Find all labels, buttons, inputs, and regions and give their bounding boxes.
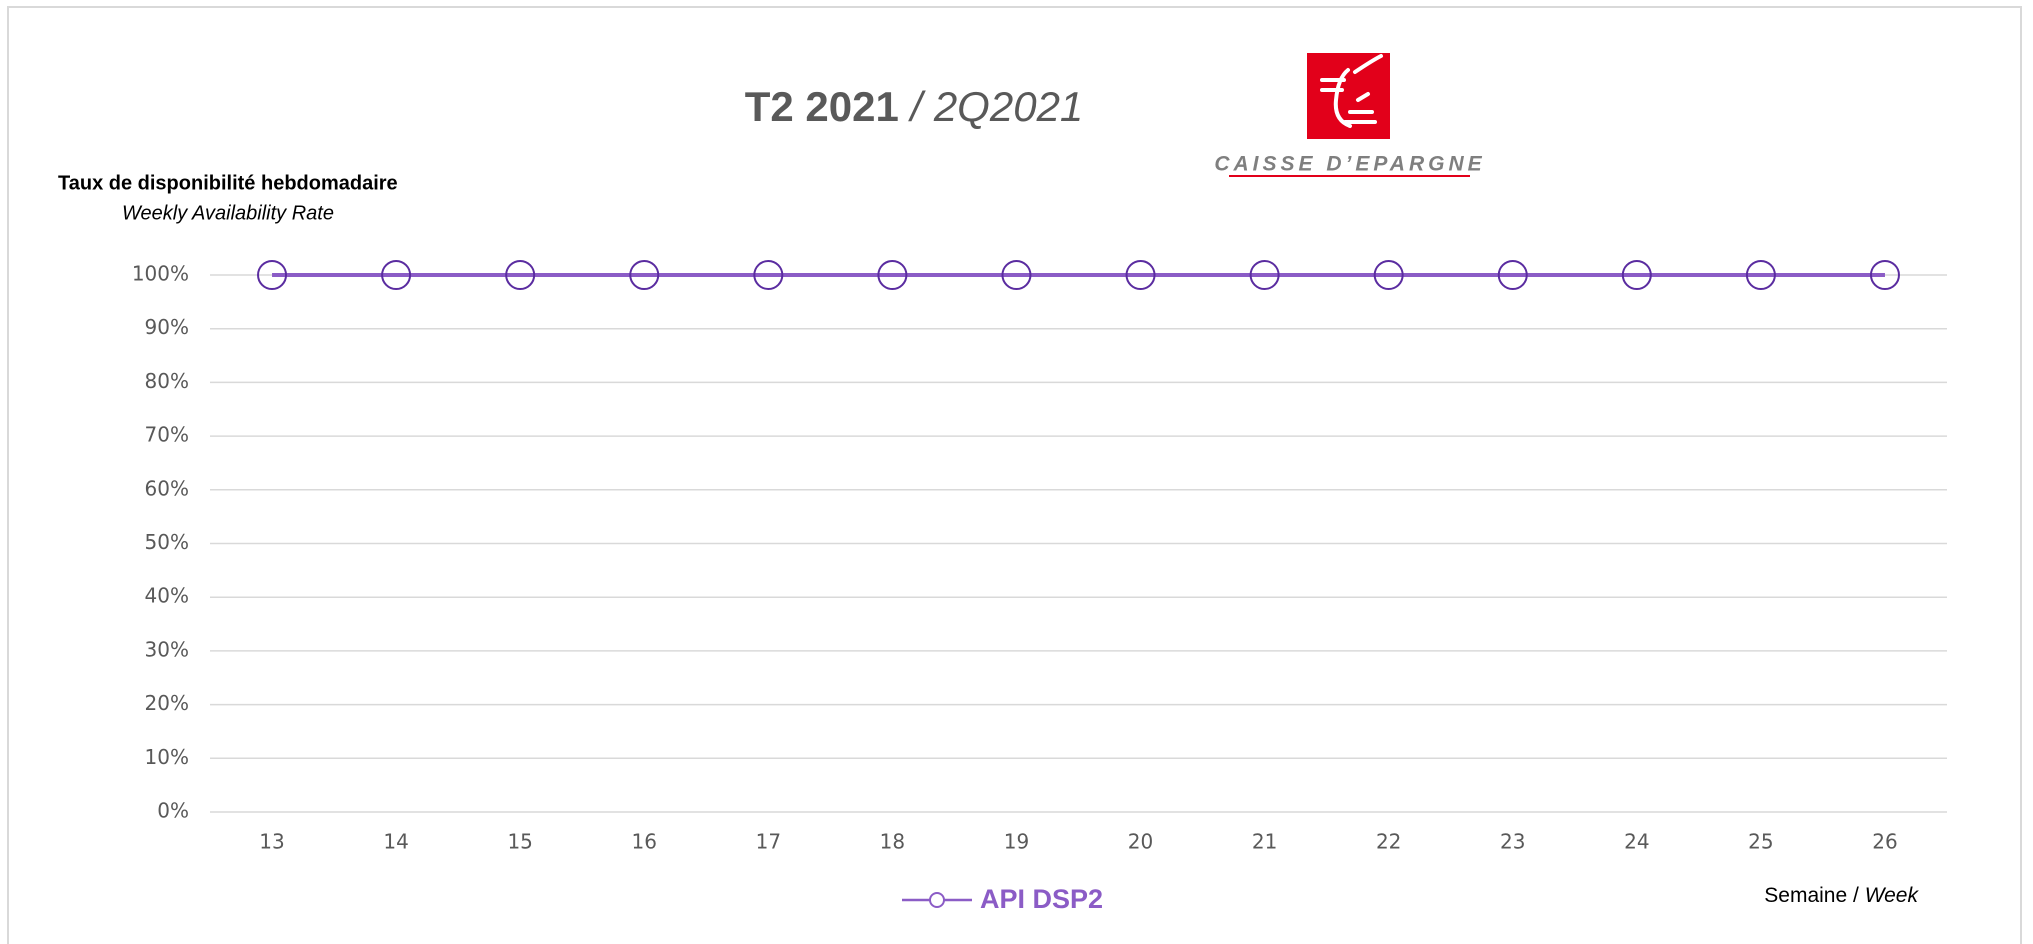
- x-tick-label: 16: [632, 830, 657, 854]
- y-tick-label: 10%: [145, 745, 189, 769]
- x-tick-label: 17: [756, 830, 781, 854]
- x-tick-label: 26: [1872, 830, 1897, 854]
- x-tick-label: 19: [1004, 830, 1029, 854]
- y-tick-label: 20%: [145, 691, 189, 715]
- point-marker: [629, 260, 660, 290]
- y-tick-label: 100%: [132, 262, 189, 286]
- legend-label: API DSP2: [980, 884, 1103, 914]
- x-tick-label: 24: [1624, 830, 1649, 854]
- title-en: / 2Q2021: [907, 83, 1083, 130]
- y-tick-label: 90%: [145, 315, 189, 339]
- y-tick-label: 30%: [145, 637, 189, 661]
- y-tick-label: 70%: [145, 423, 189, 447]
- y-tick-label: 50%: [145, 530, 189, 554]
- x-label-fr: Semaine /: [1764, 884, 1859, 907]
- y-axis-subtitle: Weekly Availability Rate: [122, 202, 334, 224]
- y-tick-label: 80%: [145, 369, 189, 393]
- x-tick-label: 21: [1252, 830, 1277, 854]
- legend-marker: [929, 892, 945, 908]
- x-axis-title: Semaine / Week: [1764, 884, 1919, 907]
- frame: [7, 6, 2022, 944]
- point-marker: [877, 260, 908, 290]
- x-tick-label: 18: [880, 830, 905, 854]
- x-tick-label: 20: [1128, 830, 1153, 854]
- point-marker: [1869, 260, 1900, 290]
- point-marker: [1001, 260, 1032, 290]
- point-marker: [753, 260, 784, 290]
- x-tick-label: 13: [259, 830, 284, 854]
- chart-title: T2 2021 / 2Q2021: [745, 83, 1084, 130]
- logo: CAISSE D’EPARGNE: [1214, 53, 1485, 177]
- y-tick-label: 60%: [145, 476, 189, 500]
- point-marker: [1745, 260, 1776, 290]
- x-tick-label: 23: [1500, 830, 1525, 854]
- y-tick-label: 0%: [157, 799, 189, 823]
- title-fr: T2 2021: [745, 83, 899, 130]
- point-marker: [1621, 260, 1652, 290]
- logo-text: CAISSE D’EPARGNE: [1214, 153, 1485, 176]
- point-marker: [1125, 260, 1156, 290]
- x-tick-label: 15: [507, 830, 532, 854]
- point-marker: [257, 260, 288, 290]
- logo-icon: [1320, 54, 1383, 128]
- x-label-en: Week: [1865, 884, 1920, 907]
- point-marker: [1373, 260, 1404, 290]
- point-marker: [505, 260, 536, 290]
- y-axis-title: Taux de disponibilité hebdomadaire: [58, 172, 398, 194]
- point-marker: [1249, 260, 1280, 290]
- x-tick-label: 25: [1748, 830, 1773, 854]
- point-marker: [381, 260, 412, 290]
- x-tick-label: 14: [383, 830, 408, 854]
- point-marker: [1497, 260, 1528, 290]
- x-tick-label: 22: [1376, 830, 1401, 854]
- y-tick-label: 40%: [145, 584, 189, 608]
